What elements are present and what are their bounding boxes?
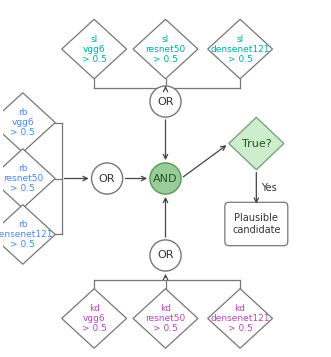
Text: kd
resnet50
> 0.5: kd resnet50 > 0.5 — [145, 304, 186, 333]
FancyBboxPatch shape — [225, 202, 288, 246]
Polygon shape — [208, 19, 272, 79]
Text: kd
densenet121
> 0.5: kd densenet121 > 0.5 — [211, 304, 270, 333]
Text: kd
vgg6
> 0.5: kd vgg6 > 0.5 — [82, 304, 107, 333]
Text: OR: OR — [157, 96, 174, 106]
Text: OR: OR — [99, 174, 116, 183]
Polygon shape — [133, 289, 198, 348]
Polygon shape — [133, 19, 198, 79]
Text: rb
resnet50
> 0.5: rb resnet50 > 0.5 — [3, 164, 43, 193]
Polygon shape — [208, 289, 272, 348]
Text: sl
resnet50
> 0.5: sl resnet50 > 0.5 — [145, 35, 186, 64]
Text: sl
vgg6
> 0.5: sl vgg6 > 0.5 — [82, 35, 107, 64]
Text: rb
densenet121
> 0.5: rb densenet121 > 0.5 — [0, 220, 53, 249]
Text: True?: True? — [242, 139, 271, 149]
Ellipse shape — [92, 163, 123, 194]
Text: rb
vgg6
> 0.5: rb vgg6 > 0.5 — [10, 108, 35, 137]
Ellipse shape — [150, 86, 181, 117]
Text: Yes: Yes — [261, 183, 277, 193]
Polygon shape — [229, 117, 284, 170]
Text: OR: OR — [157, 251, 174, 261]
Polygon shape — [0, 149, 55, 208]
Polygon shape — [62, 19, 126, 79]
Text: sl
densenet121
> 0.5: sl densenet121 > 0.5 — [211, 35, 270, 64]
Polygon shape — [0, 205, 55, 264]
Polygon shape — [62, 289, 126, 348]
Text: Plausible
candidate: Plausible candidate — [232, 213, 281, 235]
Ellipse shape — [150, 163, 181, 194]
Polygon shape — [0, 93, 55, 152]
Ellipse shape — [150, 240, 181, 271]
Text: AND: AND — [153, 174, 178, 183]
